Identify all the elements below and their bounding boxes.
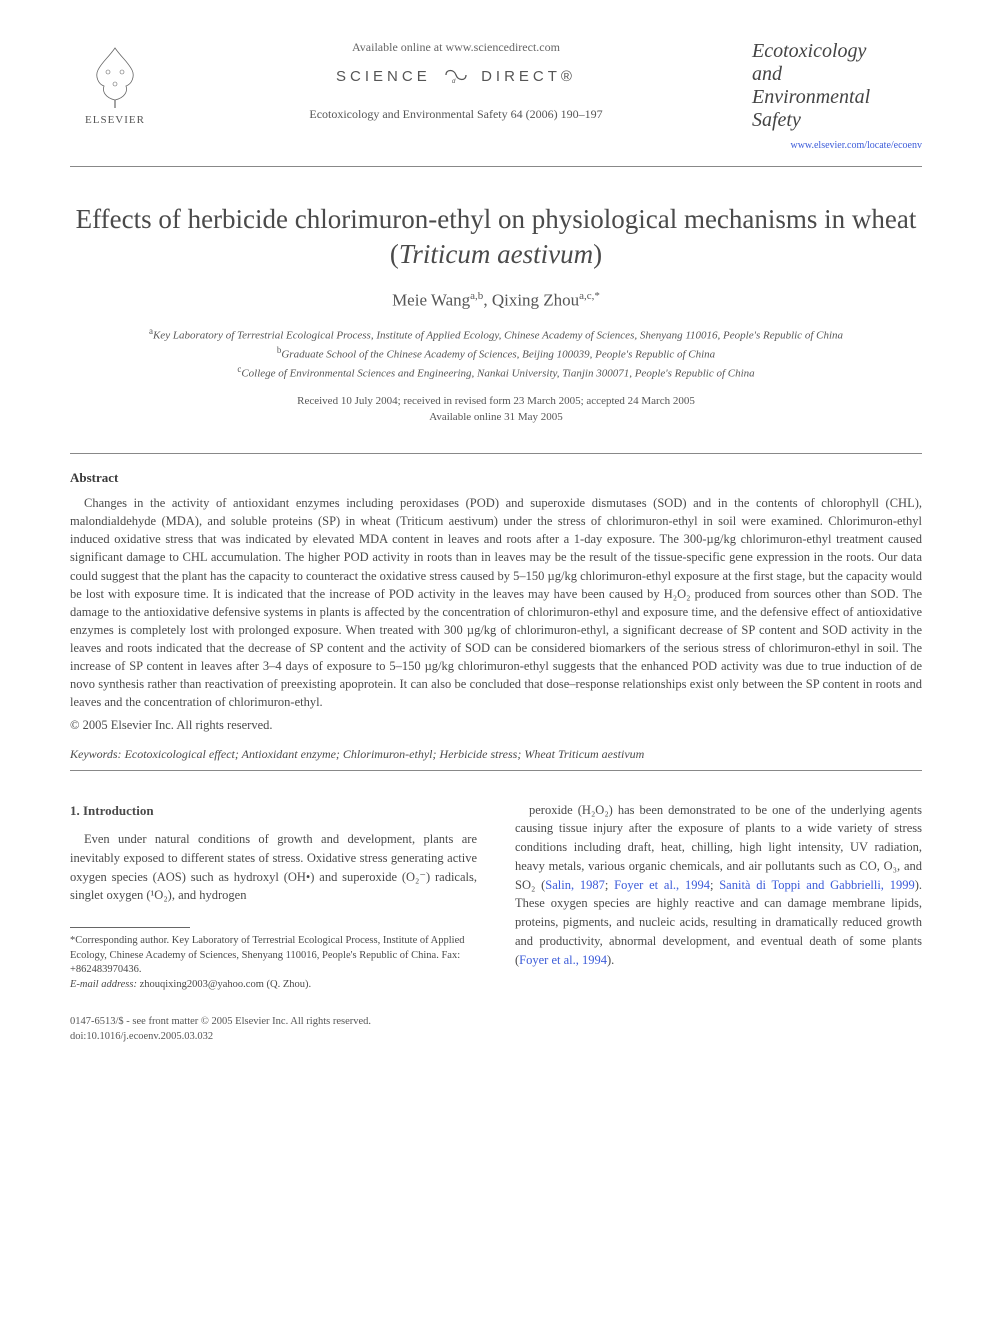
citation-link[interactable]: Foyer et al., 1994 <box>614 878 710 892</box>
issn-copyright-line: 0147-6513/$ - see front matter © 2005 El… <box>70 1015 922 1030</box>
elsevier-tree-icon <box>80 40 150 110</box>
article-dates: Received 10 July 2004; received in revis… <box>70 394 922 425</box>
abstract-body: Changes in the activity of antioxidant e… <box>70 494 922 712</box>
citation-line: Ecotoxicology and Environmental Safety 6… <box>180 107 732 122</box>
journal-name: Ecotoxicology and Environmental Safety <box>752 40 922 132</box>
doi-line: doi:10.1016/j.ecoenv.2005.03.032 <box>70 1030 922 1045</box>
keywords-label: Keywords: <box>70 747 122 761</box>
body-column-left: 1. Introduction Even under natural condi… <box>70 801 477 993</box>
author-affil-sup: a,b <box>470 290 483 302</box>
journal-name-line: Safety <box>752 109 801 131</box>
affiliation-b-row: bGraduate School of the Chinese Academy … <box>70 344 922 363</box>
keywords-line: Keywords: Ecotoxicological effect; Antio… <box>70 747 922 762</box>
affiliations: aKey Laboratory of Terrestrial Ecologica… <box>70 325 922 382</box>
dates-online: Available online 31 May 2005 <box>70 410 922 425</box>
publisher-name: ELSEVIER <box>70 114 160 126</box>
header-center: Available online at www.sciencedirect.co… <box>160 40 752 122</box>
svg-text:d: d <box>452 79 459 85</box>
abstract-text: Changes in the activity of antioxidant e… <box>70 494 922 712</box>
divider-above-abstract <box>70 453 922 454</box>
intro-paragraph-right: peroxide (H₂O₂) has been demonstrated to… <box>515 801 922 970</box>
title-close: ) <box>593 239 602 269</box>
intro-text: ; <box>710 878 719 892</box>
email-label: E-mail address: <box>70 979 137 990</box>
body-column-right: peroxide (H₂O₂) has been demonstrated to… <box>515 801 922 993</box>
corresponding-footnote: *Corresponding author. Key Laboratory of… <box>70 934 477 993</box>
footnote-divider <box>70 927 190 928</box>
intro-heading: 1. Introduction <box>70 801 477 821</box>
keywords-text: Ecotoxicological effect; Antioxidant enz… <box>122 747 645 761</box>
corresponding-text: *Corresponding author. Key Laboratory of… <box>70 934 477 978</box>
journal-url[interactable]: www.elsevier.com/locate/ecoenv <box>752 140 922 151</box>
title-species: Triticum aestivum <box>399 239 593 269</box>
science-direct-label-left: SCIENCE <box>336 68 431 85</box>
abstract-copyright: © 2005 Elsevier Inc. All rights reserved… <box>70 718 922 733</box>
citation-link[interactable]: Sanità di Toppi and Gabbrielli, 1999 <box>719 878 914 892</box>
corresponding-email-line: E-mail address: zhouqixing2003@yahoo.com… <box>70 978 477 993</box>
citation-link[interactable]: Salin, 1987 <box>545 878 605 892</box>
dates-received: Received 10 July 2004; received in revis… <box>70 394 922 409</box>
affiliation-c: College of Environmental Sciences and En… <box>241 368 754 380</box>
affiliation-c-row: cCollege of Environmental Sciences and E… <box>70 363 922 382</box>
authors-line: Meie Wanga,b, Qixing Zhoua,c,* <box>70 290 922 311</box>
affiliation-a-row: aKey Laboratory of Terrestrial Ecologica… <box>70 325 922 344</box>
abstract-heading: Abstract <box>70 470 922 486</box>
affiliation-a: Key Laboratory of Terrestrial Ecological… <box>153 330 843 342</box>
intro-text: ; <box>605 878 614 892</box>
science-direct-label-right: DIRECT® <box>481 68 576 85</box>
available-online-text: Available online at www.sciencedirect.co… <box>180 40 732 55</box>
science-direct-swirl-icon: d <box>442 65 470 89</box>
body-two-column: 1. Introduction Even under natural condi… <box>70 801 922 993</box>
journal-name-line: Environmental <box>752 86 870 108</box>
article-title: Effects of herbicide chlorimuron-ethyl o… <box>70 202 922 272</box>
journal-name-line: and <box>752 63 782 85</box>
science-direct-logo: SCIENCE d DIRECT® <box>180 65 732 89</box>
journal-title-block: Ecotoxicology and Environmental Safety w… <box>752 40 922 151</box>
intro-paragraph-left: Even under natural conditions of growth … <box>70 830 477 905</box>
author-name: , Qixing Zhou <box>483 291 579 310</box>
affiliation-b: Graduate School of the Chinese Academy o… <box>281 349 715 361</box>
elsevier-logo: ELSEVIER <box>70 40 160 126</box>
journal-header: ELSEVIER Available online at www.science… <box>70 40 922 167</box>
email-address: zhouqixing2003@yahoo.com (Q. Zhou). <box>137 979 311 990</box>
intro-text: ). <box>607 953 614 967</box>
citation-link[interactable]: Foyer et al., 1994 <box>519 953 607 967</box>
author-affil-sup: a,c,* <box>579 290 600 302</box>
divider-below-keywords <box>70 770 922 771</box>
front-matter-info: 0147-6513/$ - see front matter © 2005 El… <box>70 1015 922 1044</box>
journal-name-line: Ecotoxicology <box>752 40 866 62</box>
author-name: Meie Wang <box>392 291 470 310</box>
